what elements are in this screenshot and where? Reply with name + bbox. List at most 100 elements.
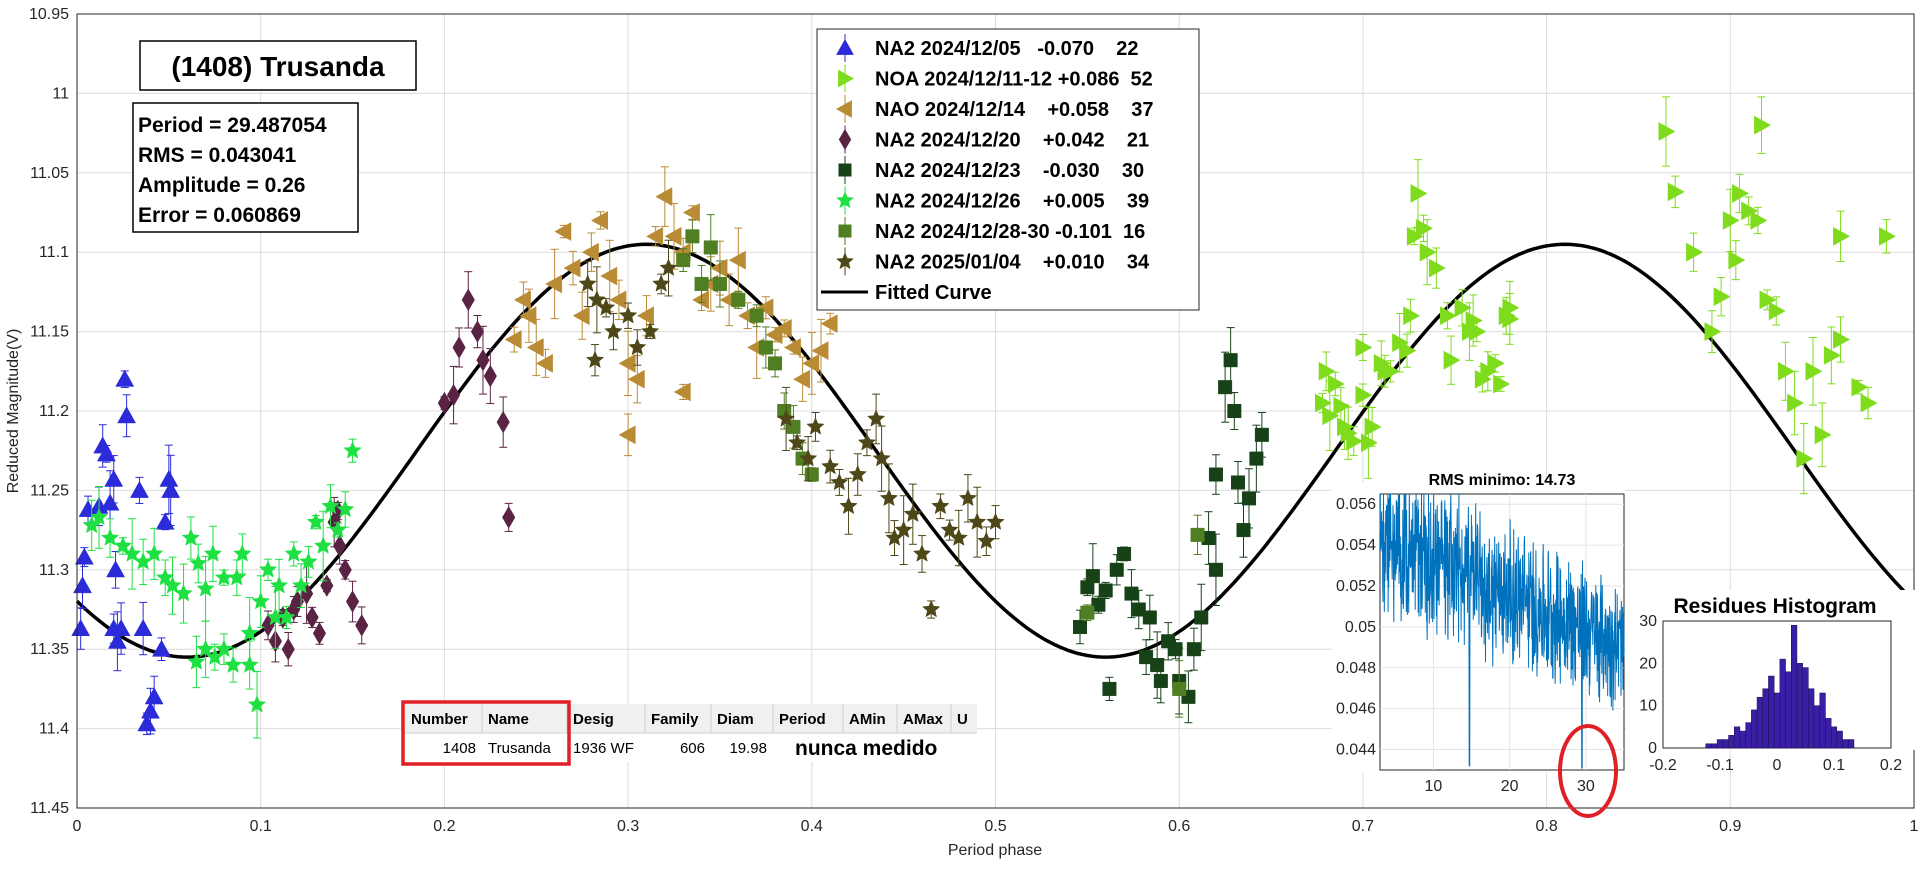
data-point	[857, 433, 877, 451]
y-tick-label: 11.45	[30, 800, 69, 817]
data-point	[504, 330, 522, 349]
stat-error: Error = 0.060869	[138, 204, 301, 227]
data-point	[71, 619, 91, 637]
data-point	[921, 599, 941, 618]
rms-x-tick: 20	[1501, 778, 1519, 795]
data-point	[343, 441, 362, 459]
rms-y-tick: 0.046	[1336, 701, 1376, 718]
data-point	[1728, 250, 1746, 270]
data-point	[749, 308, 764, 323]
data-point	[949, 528, 968, 546]
data-point	[958, 488, 978, 507]
data-point	[1787, 393, 1805, 413]
data-point	[731, 292, 746, 307]
x-tick-label: 0.5	[984, 818, 1006, 835]
data-point	[804, 467, 819, 482]
data-point	[74, 547, 94, 565]
data-point	[1355, 385, 1373, 405]
data-point	[1327, 374, 1345, 394]
data-point	[106, 560, 126, 578]
histogram-bar	[1791, 624, 1798, 749]
table-cell: 1936 WF	[573, 740, 634, 757]
histogram-bar	[1813, 705, 1821, 749]
table-cell: 1408	[443, 740, 476, 757]
data-point	[1777, 361, 1795, 381]
data-point	[581, 242, 599, 262]
data-point	[604, 321, 623, 340]
data-point	[1732, 184, 1749, 203]
x-tick-label: 0.3	[617, 818, 639, 835]
data-point	[866, 409, 886, 427]
rms-y-tick: 0.052	[1336, 578, 1376, 595]
table-header: Diam	[717, 711, 754, 728]
data-point	[104, 469, 124, 487]
data-point	[437, 391, 451, 415]
histogram-bar	[1768, 675, 1775, 749]
data-point	[618, 425, 636, 445]
legend-marker	[838, 128, 852, 151]
data-point	[299, 552, 318, 570]
data-point	[335, 499, 355, 518]
legend-entry: NOA 2024/12/11-12 +0.086 52	[875, 69, 1153, 91]
title-box: (1408) Trusanda	[139, 40, 417, 91]
data-point	[305, 606, 319, 629]
histogram-bar	[1836, 730, 1843, 749]
data-point	[1878, 226, 1896, 246]
data-point	[1419, 242, 1437, 262]
data-point	[1085, 569, 1100, 584]
data-point	[673, 382, 691, 402]
data-point	[1242, 491, 1257, 506]
data-point	[313, 536, 333, 554]
data-point	[710, 258, 728, 278]
histogram-bar	[1808, 688, 1815, 749]
data-point	[117, 406, 137, 424]
table-header: Desig	[573, 711, 614, 728]
data-point	[96, 444, 116, 462]
data-point	[1741, 201, 1759, 221]
data-point	[89, 507, 109, 526]
data-point	[1102, 681, 1117, 696]
x-axis-label: Period phase	[948, 842, 1042, 859]
stat-amplitude: Amplitude = 0.26	[138, 174, 305, 197]
data-point	[1098, 583, 1113, 598]
histogram-bar	[1785, 671, 1792, 749]
data-point	[223, 655, 243, 673]
data-point	[161, 480, 181, 498]
table-header: U	[957, 711, 968, 728]
data-point	[133, 619, 153, 637]
data-point	[1454, 298, 1472, 318]
hist-x-tick: 0.2	[1880, 757, 1902, 774]
data-point	[1814, 425, 1832, 445]
data-point	[596, 298, 616, 316]
histogram-bar	[1722, 739, 1729, 749]
data-point	[130, 480, 149, 498]
fitted-curve-layer	[75, 242, 1916, 659]
data-point	[728, 250, 746, 270]
data-point	[247, 695, 267, 713]
data-point	[1322, 406, 1340, 426]
legend-entry-fitted: Fitted Curve	[875, 282, 992, 304]
hist-y-tick: 20	[1639, 655, 1657, 672]
asteroid-info-table: Number Name Desig Family Diam Period AMin AMax U…	[401, 700, 977, 766]
legend-entry: NA2 2024/12/05 -0.070 22	[875, 38, 1139, 60]
series-4	[1073, 327, 1269, 724]
data-point	[655, 187, 673, 207]
y-axis-label: Reduced Magnitude(V)	[5, 329, 22, 494]
data-point	[646, 226, 664, 246]
data-point	[578, 274, 597, 292]
data-point	[1704, 322, 1722, 342]
data-point	[144, 687, 164, 705]
data-point	[1469, 322, 1487, 342]
table-cell: 606	[680, 740, 705, 757]
data-point	[312, 622, 327, 645]
x-tick-label: 0.4	[801, 818, 823, 835]
histogram-bar	[1819, 692, 1826, 749]
data-point	[1346, 431, 1364, 451]
data-point	[1117, 546, 1132, 561]
y-tick-label: 10.95	[29, 6, 69, 23]
histogram-bar	[1825, 718, 1832, 749]
series-0	[71, 369, 181, 736]
histogram-bar	[1745, 722, 1752, 749]
data-point	[1443, 350, 1461, 370]
data-point	[163, 576, 182, 594]
